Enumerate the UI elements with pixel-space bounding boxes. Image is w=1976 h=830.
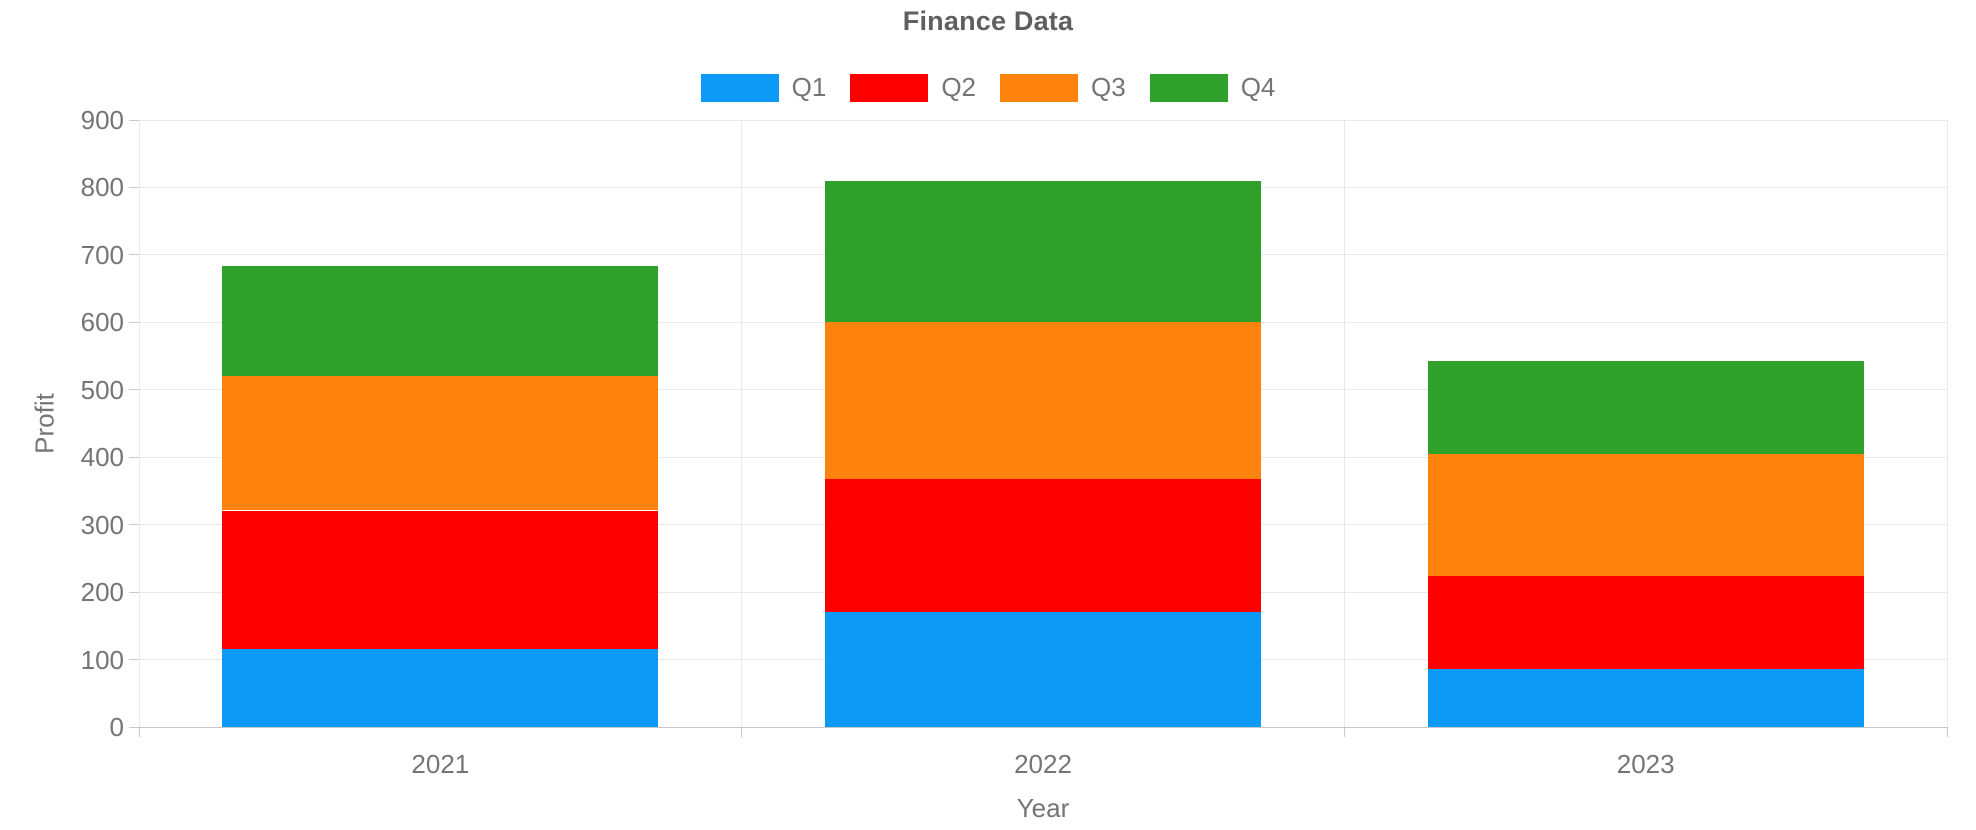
legend-swatch-q1	[700, 73, 779, 102]
legend-item-q3[interactable]: Q3	[1000, 72, 1126, 103]
x-axis-tick	[741, 727, 743, 737]
legend-label: Q4	[1240, 72, 1276, 102]
x-axis-tick	[1946, 727, 1948, 737]
y-axis-tick-label: 500	[80, 374, 124, 405]
bar-segment-2021-q1[interactable]	[222, 649, 659, 727]
bar-segment-2023-q3[interactable]	[1427, 453, 1864, 576]
y-axis-tick	[129, 524, 139, 526]
y-axis-tick-label: 400	[80, 442, 124, 473]
x-axis-tick	[1343, 727, 1345, 737]
x-axis-tick-label: 2021	[411, 749, 470, 779]
y-axis-tick	[129, 726, 139, 728]
bar-segment-2022-q3[interactable]	[825, 322, 1261, 479]
y-axis-tick	[129, 321, 139, 323]
legend-label: Q3	[1091, 72, 1126, 102]
bar-segment-2023-q2[interactable]	[1427, 575, 1864, 669]
y-axis-tick-label: 300	[80, 509, 124, 540]
x-axis-title: Year	[1016, 793, 1070, 823]
legend-swatch-q4	[1149, 73, 1228, 102]
x-axis-tick-label: 2022	[1014, 749, 1072, 779]
legend: Q1 Q2 Q3 Q4	[0, 72, 1976, 103]
chart-title: Finance Data	[902, 6, 1074, 36]
bar-segment-2021-q4[interactable]	[222, 266, 659, 377]
y-axis-tick-label: 200	[80, 577, 124, 608]
y-axis-tick	[129, 659, 139, 661]
gridline-vertical	[1343, 120, 1345, 727]
y-axis-tick-label: 800	[80, 172, 124, 203]
legend-label: Q1	[791, 72, 827, 102]
gridline-vertical	[1946, 120, 1948, 727]
legend-item-q1[interactable]: Q1	[700, 72, 827, 103]
y-axis-tick	[129, 456, 139, 458]
x-axis-tick-label: 2023	[1616, 749, 1675, 779]
y-axis-tick-label: 900	[80, 105, 124, 135]
bar-segment-2022-q4[interactable]	[825, 180, 1261, 323]
bar-segment-2023-q4[interactable]	[1427, 361, 1864, 454]
legend-label: Q2	[941, 72, 976, 102]
y-axis-tick	[129, 389, 139, 391]
y-axis-tick	[129, 119, 139, 121]
bar-segment-2021-q2[interactable]	[222, 510, 659, 650]
legend-item-q4[interactable]: Q4	[1149, 72, 1276, 103]
y-axis-tick-label: 0	[109, 712, 124, 742]
y-axis-tick-label: 600	[80, 307, 124, 338]
x-axis-tick	[138, 727, 140, 737]
y-axis-tick-label: 100	[80, 644, 124, 675]
gridline-vertical	[138, 120, 140, 727]
bar-segment-2021-q3[interactable]	[222, 376, 659, 511]
gridline-horizontal	[139, 119, 1947, 121]
y-axis-tick	[129, 254, 139, 256]
legend-item-q2[interactable]: Q2	[850, 72, 976, 103]
y-axis-tick	[129, 186, 139, 188]
y-axis-tick-label: 700	[80, 239, 124, 270]
gridline-vertical	[741, 120, 743, 727]
bar-segment-2022-q1[interactable]	[825, 612, 1261, 727]
bar-segment-2023-q1[interactable]	[1427, 668, 1864, 727]
y-axis-tick	[129, 591, 139, 593]
legend-swatch-q3	[1000, 73, 1078, 102]
legend-swatch-q2	[850, 73, 929, 102]
x-axis-line	[139, 726, 1947, 728]
bar-segment-2022-q2[interactable]	[825, 478, 1261, 613]
